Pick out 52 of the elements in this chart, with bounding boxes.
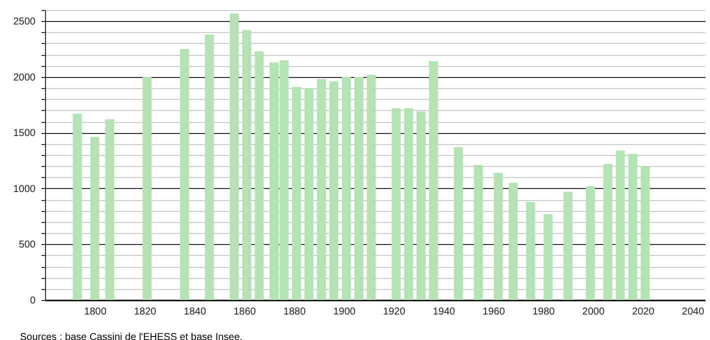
x-tick-label: 1800 <box>84 306 107 318</box>
bar <box>105 119 114 300</box>
y-tick-label: 2500 <box>13 16 36 28</box>
x-tick-label: 2000 <box>582 306 605 318</box>
bar <box>508 182 518 300</box>
bar <box>603 164 612 300</box>
source-note: Sources : base Cassini de l'EHESS et base Insee. <box>20 332 243 340</box>
x-tick-label: 1840 <box>184 306 206 318</box>
bar <box>242 30 252 300</box>
y-tick-label: 0 <box>30 296 36 306</box>
bar <box>230 13 239 300</box>
bar <box>586 186 595 300</box>
bar <box>292 86 302 300</box>
bar <box>404 108 414 300</box>
x-tick-label: 2040 <box>682 306 705 318</box>
bar <box>392 108 401 300</box>
x-tick-label: 1860 <box>234 306 256 318</box>
x-tick-label: 1920 <box>383 306 406 318</box>
x-tick-label: 1980 <box>532 306 556 318</box>
x-tick-label: 1960 <box>482 306 506 318</box>
x-tick-label: 1900 <box>333 306 356 318</box>
bar <box>354 76 364 300</box>
bar <box>180 49 189 300</box>
bar <box>329 81 338 300</box>
bar <box>616 150 625 300</box>
bar <box>564 192 573 300</box>
bar <box>628 154 638 300</box>
bar <box>640 166 650 300</box>
bar <box>72 114 82 300</box>
bar <box>416 112 426 300</box>
bar <box>342 76 351 300</box>
bar <box>204 34 214 300</box>
y-tick-label: 1000 <box>13 184 36 195</box>
y-tick-label: 500 <box>18 240 36 251</box>
bar <box>429 61 438 300</box>
x-tick-label: 1940 <box>432 306 456 318</box>
bar <box>526 202 536 300</box>
bar <box>474 165 483 300</box>
x-tick-label: 1820 <box>134 306 157 318</box>
bar <box>316 79 326 300</box>
bar <box>544 214 553 300</box>
bar <box>142 76 152 300</box>
bar <box>366 74 376 300</box>
bar <box>494 172 503 300</box>
x-tick-label: 2020 <box>632 306 655 318</box>
y-tick-label: 1500 <box>13 128 36 140</box>
x-tick-label: 1880 <box>283 306 306 318</box>
y-tick-label: 2000 <box>13 72 36 84</box>
bar <box>304 88 314 300</box>
bar <box>454 147 463 300</box>
bar <box>90 137 100 300</box>
bar <box>254 51 264 300</box>
